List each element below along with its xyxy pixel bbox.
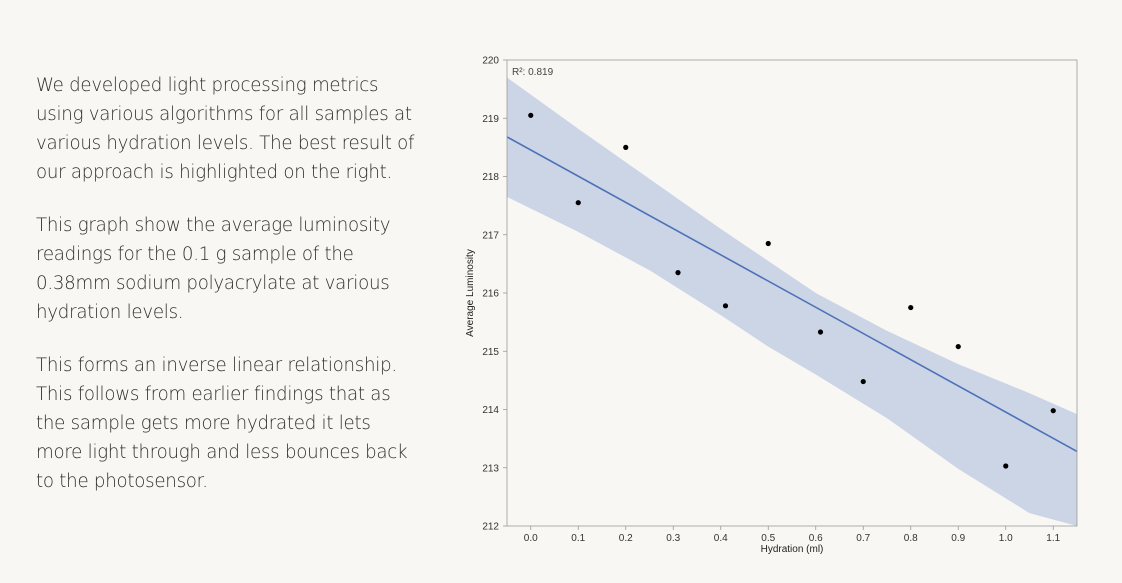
x-tick-label: 0.8 <box>904 533 918 544</box>
x-tick-label: 0.5 <box>761 533 775 544</box>
luminosity-chart: 212 213 214 215 216 217 218 219 220 0.0 0.1 0.2 0.3… <box>455 45 1085 560</box>
paragraph-3: This forms an inverse linear relationshi… <box>36 355 408 492</box>
y-tick-label: 213 <box>482 463 499 474</box>
description-text: We developed light processing metrics us… <box>36 71 416 520</box>
regression-line <box>506 136 1078 453</box>
data-point <box>722 303 729 309</box>
y-tick-label: 212 <box>482 522 499 533</box>
y-tick-label: 216 <box>482 289 499 300</box>
x-tick-label: 1.0 <box>999 533 1013 544</box>
data-point <box>1050 408 1056 414</box>
y-tick-label: 215 <box>482 347 499 358</box>
data-point <box>860 378 866 385</box>
data-point <box>955 343 961 350</box>
y-tick-label: 214 <box>482 405 499 416</box>
data-point <box>817 329 824 335</box>
x-tick-label: 0.1 <box>571 533 585 544</box>
paragraph-1: We developed light processing metrics us… <box>36 75 415 183</box>
data-point <box>675 270 681 276</box>
data-point <box>575 200 581 206</box>
x-axis: 0.0 0.1 0.2 0.3 0.4 0.5 0.6 0.7 0.8 0.9 1.0 1.1 <box>524 526 1061 544</box>
x-tick-label: 0.6 <box>809 533 823 544</box>
x-tick-label: 0.2 <box>619 533 633 544</box>
paragraph-2: This graph show the average luminosity r… <box>36 215 391 323</box>
data-point <box>528 112 534 118</box>
data-point <box>765 240 771 247</box>
y-axis-title: Average Luminosity <box>465 249 476 337</box>
chart-svg: 212 213 214 215 216 217 218 219 220 0.0 0.1 0.2 0.3… <box>465 56 1078 555</box>
x-tick-label: 0.3 <box>666 533 680 544</box>
data-points <box>528 112 1056 469</box>
x-tick-label: 1.1 <box>1046 533 1060 544</box>
confidence-band <box>507 77 1077 526</box>
r-squared-annotation: R²: 0.819 <box>512 67 554 78</box>
y-axis: 212 213 214 215 216 217 218 219 220 <box>482 56 507 533</box>
y-tick-label: 218 <box>482 172 499 183</box>
y-tick-label: 219 <box>482 114 499 125</box>
x-tick-label: 0.7 <box>856 533 870 544</box>
y-tick-label: 220 <box>482 56 499 67</box>
x-tick-label: 0.9 <box>951 533 965 544</box>
data-point <box>1003 463 1009 469</box>
data-point <box>623 144 629 150</box>
data-point <box>908 304 914 311</box>
x-tick-label: 0.0 <box>524 533 538 544</box>
x-axis-title: Hydration (ml) <box>761 544 824 555</box>
y-tick-label: 217 <box>482 230 499 241</box>
x-tick-label: 0.4 <box>714 533 728 544</box>
